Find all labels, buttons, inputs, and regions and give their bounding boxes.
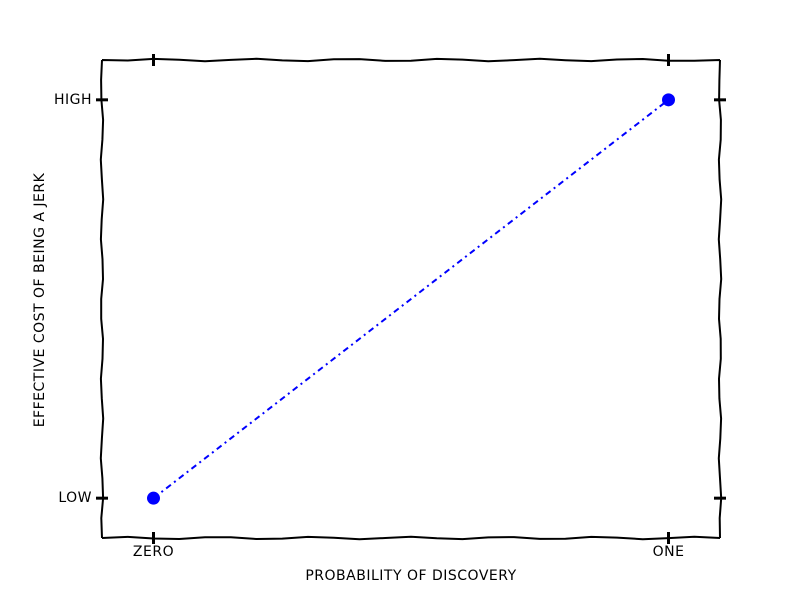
- y-tick-label: HIGH: [54, 92, 92, 108]
- x-tick-label: ONE: [653, 544, 685, 560]
- data-point: [662, 93, 675, 107]
- plot-frame: [99, 57, 723, 541]
- data-point: [147, 491, 160, 505]
- x-axis-label: PROBABILITY OF DISCOVERY: [305, 568, 516, 584]
- data-line: [152, 99, 670, 499]
- x-tick-label: ZERO: [133, 544, 174, 560]
- y-tick-label: LOW: [58, 490, 92, 506]
- y-axis-label: EFFECTIVE COST OF BEING A JERK: [32, 172, 48, 427]
